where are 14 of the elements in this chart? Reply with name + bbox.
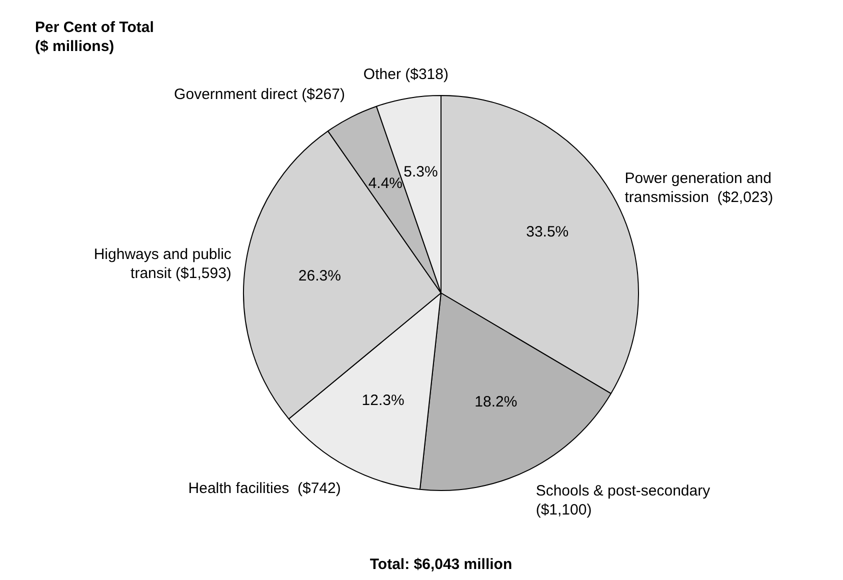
data-label: 5.3% [404,163,438,180]
data-label: 12.3% [362,392,404,409]
slice-label: Health facilities ($742) [188,480,341,497]
slice-label: Other ($318) [363,66,448,84]
slice-label: Highways and public transit ($1,593) [94,246,232,282]
slice-label: Schools & post-secondary ($1,100) [536,482,711,519]
data-label: 4.4% [368,175,403,192]
data-label: 18.2% [474,394,518,411]
text: Total: $6,043 million [370,556,512,574]
slice-label: Government direct ($267) [174,86,345,104]
text: Per Cent of Total ($ millions) [35,19,154,56]
data-label: 33.5% [526,223,569,240]
data-label: 26.3% [298,268,341,285]
slice-label: Power generation and transmission ($2,023) [624,170,774,206]
